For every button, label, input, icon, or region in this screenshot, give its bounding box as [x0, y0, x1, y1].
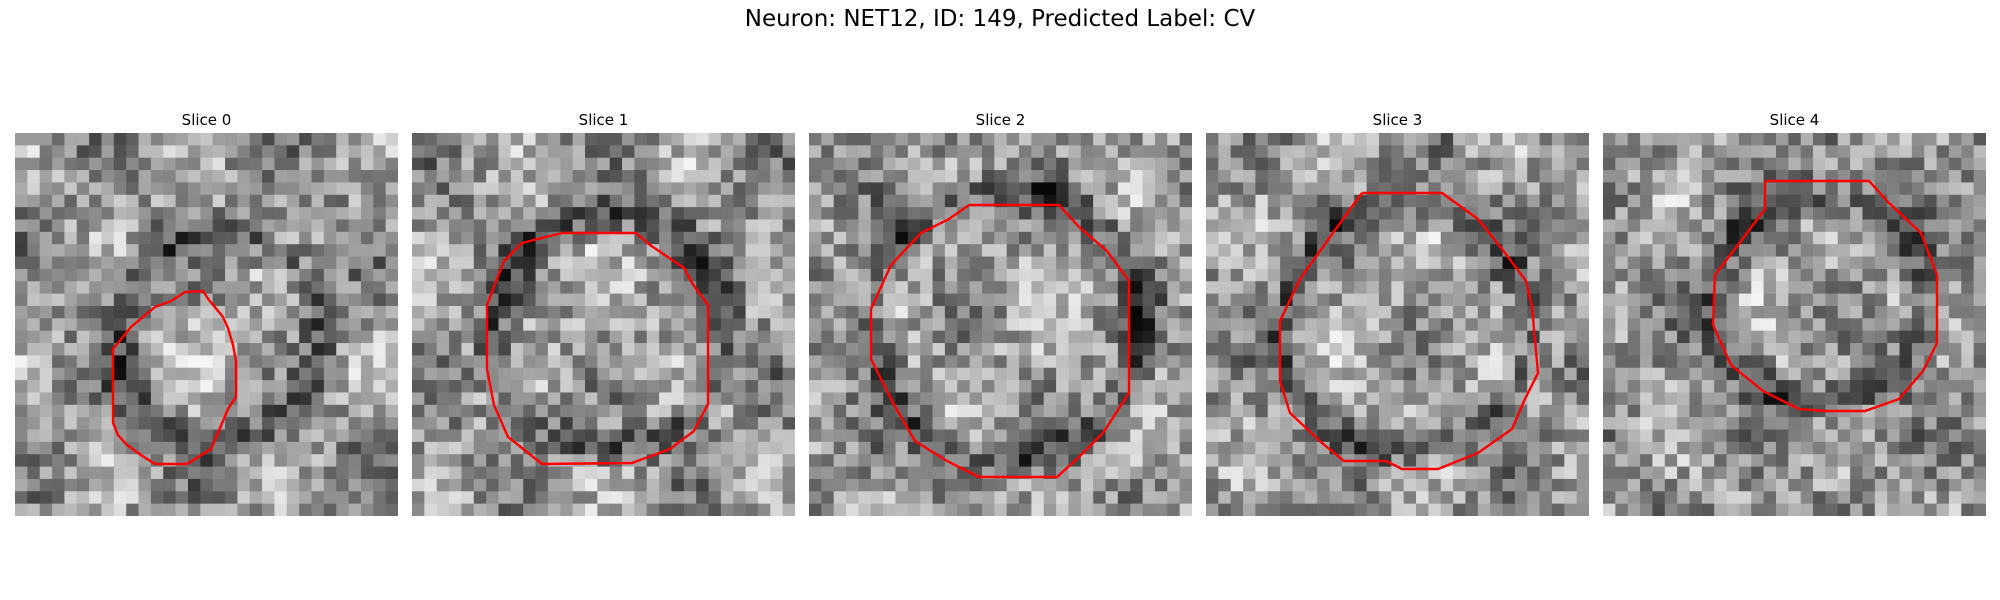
figure-title: Neuron: NET12, ID: 149, Predicted Label:…	[744, 6, 1256, 32]
slice-title-3: Slice 3	[1372, 111, 1423, 129]
slice-title-2: Slice 2	[975, 111, 1026, 129]
slice-image-3	[1206, 133, 1589, 516]
slice-panel-0: Slice 0	[15, 108, 398, 516]
slice-panel-1: Slice 1	[412, 108, 795, 516]
cell-contour-1	[485, 231, 710, 466]
slice-image-2	[809, 133, 1192, 516]
slice-image-4	[1603, 133, 1986, 516]
slice-image-1	[412, 133, 795, 516]
slice-panel-4: Slice 4	[1603, 108, 1986, 516]
slice-title-1: Slice 1	[578, 111, 629, 129]
slice-panel-3: Slice 3	[1206, 108, 1589, 516]
cell-contour-4	[1711, 179, 1939, 413]
cell-contour-0	[111, 289, 238, 466]
slice-title-4: Slice 4	[1769, 111, 1820, 129]
cell-contour-2	[869, 203, 1131, 479]
slice-title-0: Slice 0	[181, 111, 232, 129]
slice-image-0	[15, 133, 398, 516]
slice-panel-2: Slice 2	[809, 108, 1192, 516]
cell-contour-3	[1278, 191, 1540, 471]
